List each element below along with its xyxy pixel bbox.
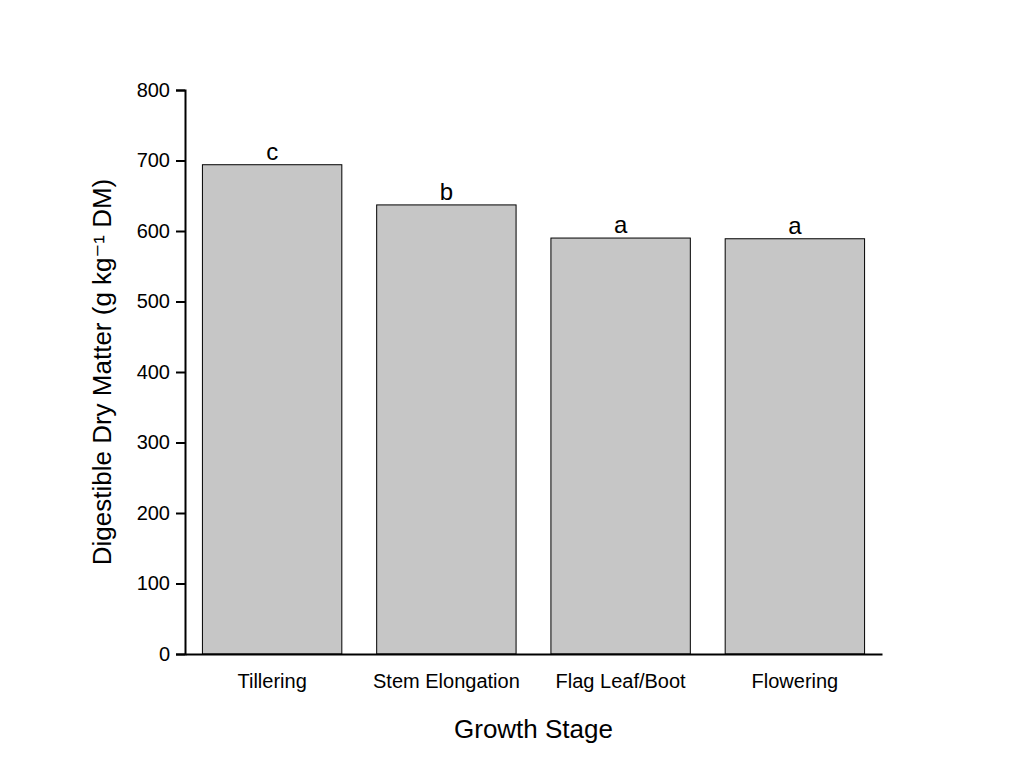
chart: c b a a 0 100 200 300 400 500 600 700 800 Tillering St… (0, 0, 1024, 784)
y-tick-mark (176, 301, 185, 303)
y-tick-label: 500 (137, 290, 170, 312)
x-tick-label: Stem Elongation (373, 670, 520, 692)
y-tick: 100 (137, 572, 185, 594)
y-tick-label: 0 (159, 643, 170, 665)
bar (725, 239, 864, 654)
bar (551, 238, 690, 654)
y-axis-line (176, 91, 186, 655)
y-tick-label: 100 (137, 572, 170, 594)
y-tick: 200 (137, 502, 185, 524)
x-tick-label: Flag Leaf/Boot (556, 670, 687, 692)
y-tick-label: 700 (137, 149, 170, 171)
y-tick-mark (176, 583, 185, 585)
y-tick-label: 300 (137, 431, 170, 453)
annotations: c b a a (266, 138, 802, 239)
y-tick-mark (176, 90, 185, 92)
y-tick: 600 (137, 220, 185, 242)
y-tick-label: 400 (137, 361, 170, 383)
y-tick-mark (176, 442, 185, 444)
x-tick-label: Flowering (752, 670, 839, 692)
x-tick: Stem Elongation (373, 654, 520, 692)
annotation: a (614, 211, 628, 238)
bar (377, 205, 516, 654)
annotation: a (788, 212, 802, 239)
y-tick-label: 600 (137, 220, 170, 242)
y-tick-label: 200 (137, 502, 170, 524)
y-axis: 0 100 200 300 400 500 600 700 800 (137, 79, 186, 665)
y-tick-label: 800 (137, 79, 170, 101)
x-axis-title: Growth Stage (454, 714, 613, 744)
x-tick: Flowering (752, 654, 839, 692)
x-tick: Tillering (237, 654, 306, 692)
x-tick: Flag Leaf/Boot (556, 654, 687, 692)
annotation: b (440, 178, 453, 205)
y-tick-mark (176, 231, 185, 233)
y-tick-mark (176, 160, 185, 162)
y-tick: 500 (137, 290, 185, 312)
x-axis: Tillering Stem Elongation Flag Leaf/Boot Fl… (186, 654, 883, 692)
bars (202, 165, 864, 654)
bar (202, 165, 341, 654)
y-tick: 300 (137, 431, 185, 453)
y-tick-mark (176, 372, 185, 374)
y-tick: 800 (137, 79, 185, 101)
y-tick-mark (176, 513, 185, 515)
y-tick: 700 (137, 149, 185, 171)
x-axis-line (186, 654, 883, 656)
y-tick: 400 (137, 361, 185, 383)
y-tick-mark (176, 654, 185, 656)
y-tick: 0 (159, 643, 185, 665)
annotation: c (266, 138, 278, 165)
plot: c b a a 0 100 200 300 400 500 600 700 800 Tillering St… (137, 79, 883, 692)
y-axis-title: Digestible Dry Matter (g kg⁻¹ DM) (87, 179, 117, 565)
x-tick-label: Tillering (237, 670, 306, 692)
